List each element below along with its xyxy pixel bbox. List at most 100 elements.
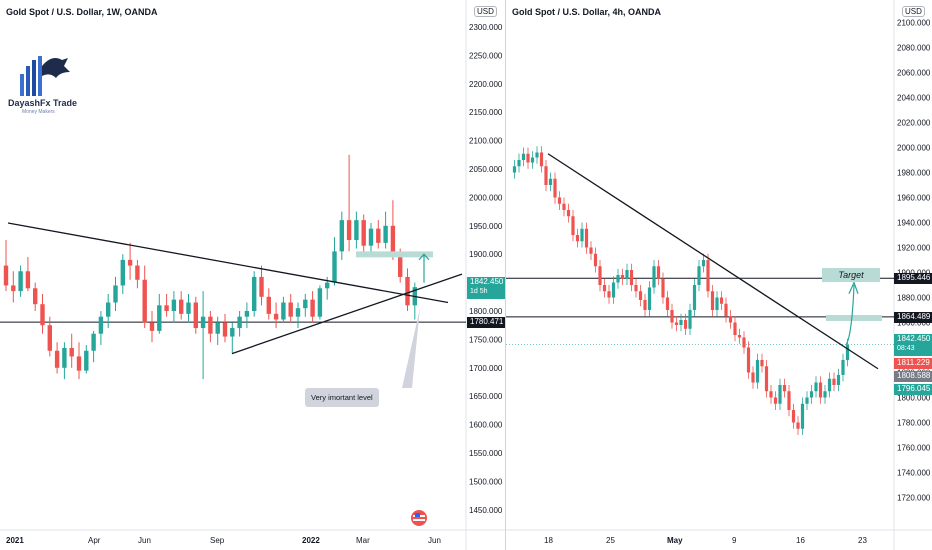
y-tick-label: 1450.000 [469, 506, 503, 515]
y-tick-label: 1740.000 [897, 469, 931, 478]
y-tick-label: 1900.000 [897, 269, 931, 278]
candle-body [679, 320, 683, 325]
x-tick-label: Mar [356, 536, 370, 545]
y-tick-label: 2000.000 [897, 144, 931, 153]
y-tick-label: 1920.000 [897, 244, 931, 253]
candle-body [186, 302, 191, 314]
brand-logo [20, 56, 70, 96]
candle-body [512, 166, 517, 173]
candle-body [665, 297, 670, 310]
y-tick-label: 1940.000 [897, 219, 931, 228]
candle-body [368, 228, 374, 246]
four-hour-chart-title: Gold Spot / U.S. Dollar, 4h, OANDA [512, 7, 662, 17]
y-tick-label: 1800.000 [897, 394, 931, 403]
candle-body [76, 356, 82, 371]
candle-body [782, 385, 787, 392]
y-tick-label: 1880.000 [897, 294, 931, 303]
candle-body [11, 285, 16, 292]
x-tick-label: Jun [138, 536, 151, 545]
price-label: 1842.450 08:43 [894, 334, 932, 357]
x-tick-label: 16 [796, 536, 805, 545]
descending-trendline [547, 153, 879, 370]
candle-body [54, 350, 60, 368]
candle-body [584, 228, 589, 248]
candle-body [643, 300, 647, 310]
candle-body [634, 285, 638, 292]
candle-body [557, 197, 562, 204]
y-tick-label: 1960.000 [897, 194, 931, 203]
x-tick-label: 2022 [302, 536, 320, 545]
y-tick-label: 2040.000 [897, 94, 931, 103]
candle-body [832, 378, 836, 385]
candle-body [836, 375, 841, 385]
y-tick-label: 1750.000 [469, 335, 503, 344]
resistance-zone [826, 315, 882, 321]
y-tick-label: 1500.000 [469, 477, 503, 486]
currency-badge-right[interactable]: USD [902, 6, 925, 17]
y-tick-label: 2150.000 [469, 108, 503, 117]
x-tick-label: 18 [544, 536, 553, 545]
x-tick-label: Jun [428, 536, 441, 545]
candle-body [616, 275, 620, 283]
y-tick-label: 1700.000 [469, 364, 503, 373]
candle-body [670, 310, 674, 323]
price-label: 1842.450 1d 5h [467, 276, 505, 299]
candle-body [376, 228, 381, 243]
candle-body [193, 302, 198, 329]
target-label: Target [822, 268, 880, 282]
candle-body [310, 299, 315, 317]
candle-body [593, 253, 598, 267]
candle-body [526, 153, 530, 163]
candle-body [84, 350, 89, 371]
candle-body [303, 299, 308, 309]
candle-body [346, 220, 352, 241]
flag-icon[interactable] [410, 509, 428, 527]
weekly-chart-panel[interactable]: 2300.000 2250.000 2200.000 2150.000 2100.000… [0, 0, 505, 550]
candle-body [120, 259, 125, 286]
candle-body [571, 216, 575, 235]
candle-body [638, 291, 643, 300]
y-tick-label: 2000.000 [469, 193, 503, 202]
weekly-chart-title: Gold Spot / U.S. Dollar, 1W, OANDA [6, 7, 158, 17]
y-tick-label: 1550.000 [469, 449, 503, 458]
y-tick-label: 1900.000 [469, 250, 503, 259]
candle-body [611, 282, 616, 298]
y-tick-label: 1650.000 [469, 392, 503, 401]
candle-body [383, 225, 388, 243]
candle-body [818, 382, 823, 398]
candle-body [674, 322, 679, 325]
candle-body [760, 360, 764, 367]
candle-body [142, 279, 147, 323]
candle-body [40, 304, 45, 326]
candle-body [809, 391, 814, 398]
y-tick-label: 1600.000 [469, 421, 503, 430]
candle-body [295, 308, 301, 317]
candle-body [230, 328, 235, 337]
y-tick-label: 2100.000 [897, 19, 931, 28]
candle-body [764, 366, 769, 392]
x-tick-label: Sep [210, 536, 225, 545]
y-tick-label: 2080.000 [897, 44, 931, 53]
candle-body [683, 320, 688, 329]
candle-body [598, 266, 602, 285]
important-level-callout: Very imortant level [305, 388, 379, 407]
x-tick-label: 2021 [6, 536, 24, 545]
candle-body [841, 360, 845, 375]
candle-body [715, 297, 719, 310]
candle-body [354, 220, 359, 241]
target-arrow [845, 280, 859, 346]
panel-divider[interactable] [505, 0, 506, 550]
candle-body [728, 316, 733, 323]
candle-body [607, 291, 611, 298]
candle-body [281, 302, 286, 320]
candle-body [237, 316, 242, 329]
price-label: 1864.489 [894, 311, 932, 323]
candle-body [733, 322, 737, 335]
candle-body [796, 422, 800, 429]
candle-body [742, 337, 746, 348]
candle-body [25, 271, 31, 289]
candle-body [652, 266, 656, 288]
candle-body [805, 397, 809, 404]
candle-body [566, 210, 571, 217]
currency-badge-left[interactable]: USD [474, 6, 497, 17]
